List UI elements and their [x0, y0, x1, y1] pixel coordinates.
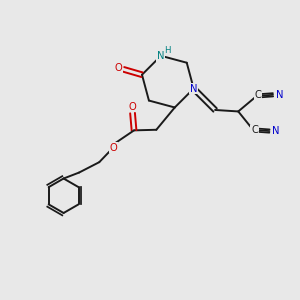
- Text: N: N: [272, 126, 280, 136]
- Text: N: N: [276, 90, 283, 100]
- Text: O: O: [114, 63, 122, 73]
- Text: O: O: [110, 142, 117, 153]
- Text: C: C: [255, 90, 262, 100]
- Text: H: H: [164, 46, 171, 55]
- Text: O: O: [129, 102, 136, 112]
- Text: C: C: [251, 125, 258, 136]
- Text: N: N: [157, 51, 165, 61]
- Text: N: N: [190, 84, 197, 94]
